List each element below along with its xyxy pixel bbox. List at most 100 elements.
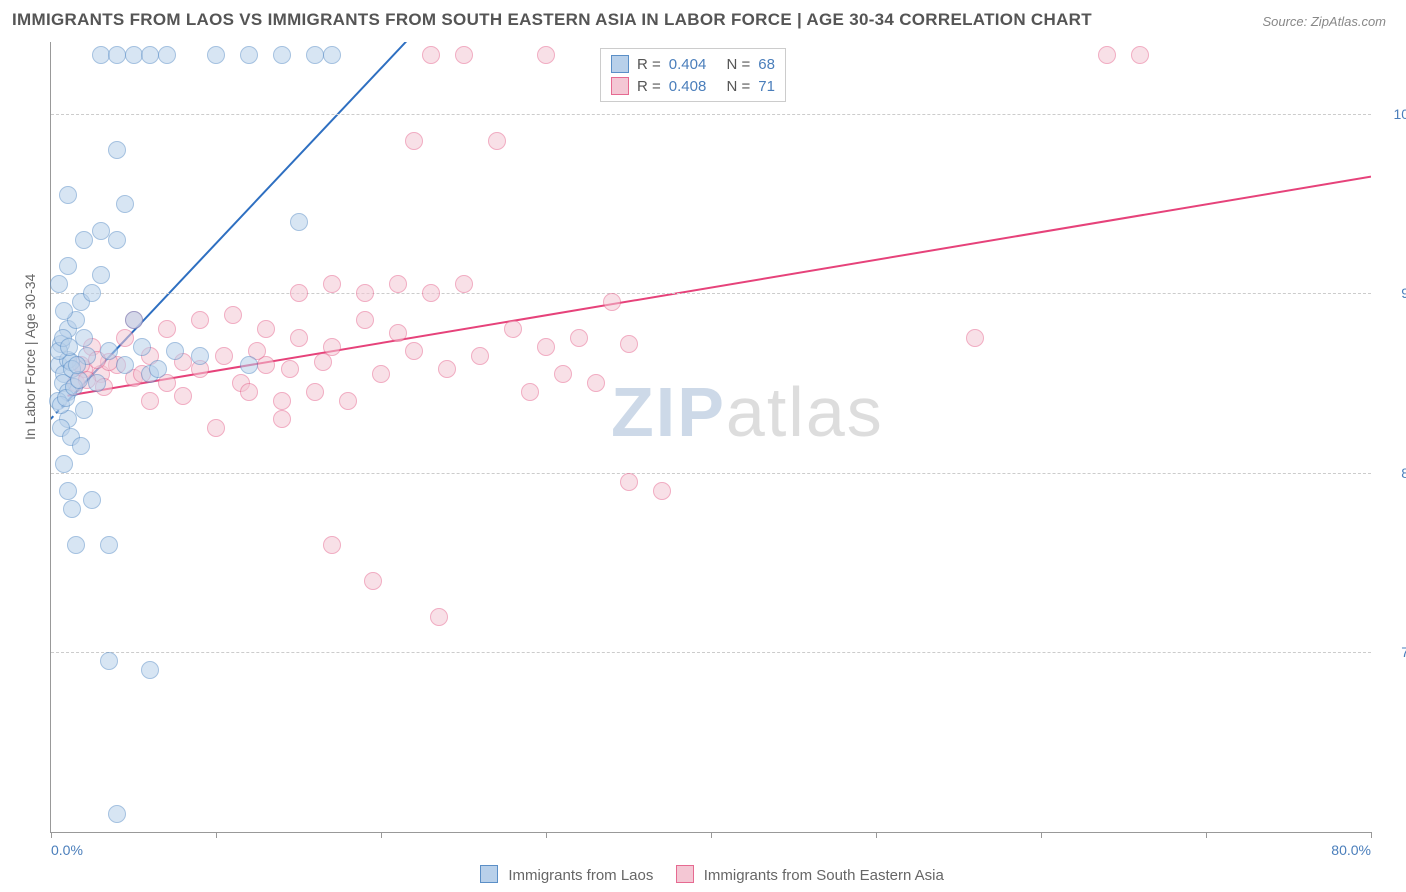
data-point-series-a <box>125 311 143 329</box>
gridline-h <box>51 473 1371 474</box>
data-point-series-a <box>67 536 85 554</box>
gridline-h <box>51 293 1371 294</box>
data-point-series-a <box>55 455 73 473</box>
data-point-series-b <box>215 347 233 365</box>
data-point-series-b <box>356 311 374 329</box>
swatch-series-b <box>611 77 629 95</box>
data-point-series-a <box>60 338 78 356</box>
y-axis-label: In Labor Force | Age 30-34 <box>22 274 38 440</box>
data-point-series-b <box>372 365 390 383</box>
data-point-series-a <box>50 275 68 293</box>
data-point-series-a <box>240 356 258 374</box>
data-point-series-b <box>224 306 242 324</box>
data-point-series-b <box>323 275 341 293</box>
data-point-series-b <box>504 320 522 338</box>
series-a-label: Immigrants from Laos <box>508 867 653 884</box>
data-point-series-b <box>537 338 555 356</box>
x-tick <box>216 832 217 838</box>
data-point-series-b <box>430 608 448 626</box>
data-point-series-a <box>141 46 159 64</box>
x-tick <box>1371 832 1372 838</box>
data-point-series-b <box>1098 46 1116 64</box>
data-point-series-b <box>537 46 555 64</box>
data-point-series-a <box>116 356 134 374</box>
x-tick-label: 0.0% <box>51 842 83 858</box>
correlation-legend: R = 0.404 N = 68 R = 0.408 N = 71 <box>600 48 786 102</box>
data-point-series-b <box>306 383 324 401</box>
data-point-series-b <box>141 392 159 410</box>
data-point-series-b <box>966 329 984 347</box>
x-tick <box>1206 832 1207 838</box>
data-point-series-a <box>108 46 126 64</box>
data-point-series-a <box>59 257 77 275</box>
data-point-series-a <box>100 652 118 670</box>
data-point-series-a <box>59 186 77 204</box>
legend-row-a: R = 0.404 N = 68 <box>611 53 775 75</box>
data-point-series-b <box>488 132 506 150</box>
data-point-series-a <box>125 46 143 64</box>
data-point-series-b <box>273 392 291 410</box>
data-point-series-b <box>521 383 539 401</box>
data-point-series-b <box>314 353 332 371</box>
data-point-series-b <box>603 293 621 311</box>
data-point-series-a <box>83 284 101 302</box>
data-point-series-a <box>290 213 308 231</box>
data-point-series-a <box>207 46 225 64</box>
swatch-series-b-bottom <box>676 865 694 883</box>
data-point-series-b <box>620 473 638 491</box>
data-point-series-a <box>240 46 258 64</box>
data-point-series-a <box>166 342 184 360</box>
data-point-series-b <box>405 132 423 150</box>
x-tick <box>546 832 547 838</box>
data-point-series-b <box>1131 46 1149 64</box>
data-point-series-b <box>339 392 357 410</box>
x-tick-label: 80.0% <box>1331 842 1371 858</box>
data-point-series-b <box>158 320 176 338</box>
gridline-h <box>51 114 1371 115</box>
data-point-series-a <box>88 374 106 392</box>
data-point-series-b <box>389 275 407 293</box>
data-point-series-a <box>92 266 110 284</box>
source-label: Source: ZipAtlas.com <box>1262 14 1386 29</box>
swatch-series-a <box>611 55 629 73</box>
series-b-label: Immigrants from South Eastern Asia <box>704 867 944 884</box>
data-point-series-a <box>108 141 126 159</box>
data-point-series-a <box>116 195 134 213</box>
chart-title: IMMIGRANTS FROM LAOS VS IMMIGRANTS FROM … <box>12 10 1092 30</box>
data-point-series-b <box>281 360 299 378</box>
data-point-series-a <box>149 360 167 378</box>
data-point-series-a <box>273 46 291 64</box>
data-point-series-a <box>191 347 209 365</box>
data-point-series-b <box>422 46 440 64</box>
data-point-series-a <box>100 342 118 360</box>
data-point-series-b <box>116 329 134 347</box>
data-point-series-b <box>653 482 671 500</box>
series-legend: Immigrants from Laos Immigrants from Sou… <box>0 865 1406 884</box>
watermark: ZIPatlas <box>611 372 884 452</box>
data-point-series-a <box>92 46 110 64</box>
data-point-series-b <box>174 387 192 405</box>
data-point-series-b <box>455 46 473 64</box>
x-tick <box>711 832 712 838</box>
x-tick <box>876 832 877 838</box>
y-tick-label: 70.0% <box>1381 644 1406 660</box>
data-point-series-a <box>59 482 77 500</box>
data-point-series-b <box>422 284 440 302</box>
data-point-series-b <box>356 284 374 302</box>
x-tick <box>51 832 52 838</box>
data-point-series-a <box>133 338 151 356</box>
data-point-series-b <box>290 284 308 302</box>
data-point-series-b <box>364 572 382 590</box>
data-point-series-b <box>290 329 308 347</box>
x-tick <box>381 832 382 838</box>
data-point-series-b <box>389 324 407 342</box>
data-point-series-b <box>471 347 489 365</box>
swatch-series-a-bottom <box>480 865 498 883</box>
y-tick-label: 90.0% <box>1381 285 1406 301</box>
gridline-h <box>51 652 1371 653</box>
data-point-series-b <box>587 374 605 392</box>
legend-row-b: R = 0.408 N = 71 <box>611 75 775 97</box>
data-point-series-b <box>257 320 275 338</box>
x-tick <box>1041 832 1042 838</box>
data-point-series-b <box>240 383 258 401</box>
